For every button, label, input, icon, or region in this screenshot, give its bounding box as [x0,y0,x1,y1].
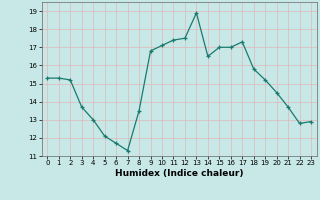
X-axis label: Humidex (Indice chaleur): Humidex (Indice chaleur) [115,169,244,178]
